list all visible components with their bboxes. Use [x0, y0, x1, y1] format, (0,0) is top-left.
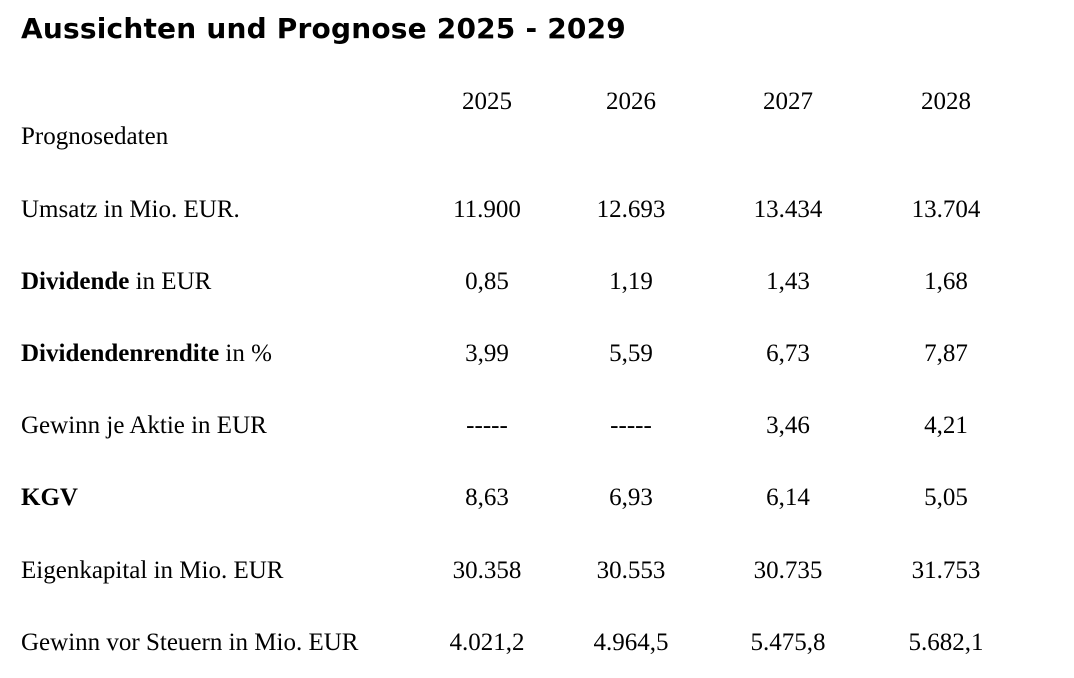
row-label: Dividendenrendite in % [21, 341, 272, 366]
row-label-text: in % [219, 340, 272, 367]
table-cell: 0,85 [465, 268, 509, 295]
table-cell: 5,05 [924, 484, 968, 511]
table-cell: 7,87 [924, 340, 968, 367]
row-label-bold: KGV [21, 484, 78, 511]
table-cell: 30.358 [452, 557, 522, 584]
table-cell: 6,73 [766, 340, 810, 367]
row-label-text: Gewinn vor Steuern in Mio. EUR [21, 629, 359, 656]
year-header-2027: 2027 [763, 88, 813, 115]
table-cell: 3,99 [465, 340, 509, 367]
row-label-bold: Dividendenrendite [21, 340, 220, 367]
table-cell: 31.753 [911, 557, 981, 584]
row-label: Gewinn vor Steuern in Mio. EUR [21, 630, 358, 655]
year-header-2025: 2025 [462, 88, 512, 115]
table-cell: ----- [610, 412, 652, 439]
table-cell: 4,21 [924, 412, 968, 439]
table-cell: 30.553 [596, 557, 666, 584]
year-header-2026: 2026 [606, 88, 656, 115]
table-cell: 8,63 [465, 484, 509, 511]
row-label: KGV [21, 485, 78, 510]
table-cell: 1,43 [766, 268, 810, 295]
row-label-text: Eigenkapital in Mio. EUR [21, 557, 284, 584]
table-cell: 12.693 [596, 196, 666, 223]
table-cell: 5.682,1 [908, 629, 984, 656]
table-cell: ----- [466, 412, 508, 439]
row-label: Gewinn je Aktie in EUR [21, 413, 267, 438]
table-cell: 30.735 [753, 557, 823, 584]
page-title: Aussichten und Prognose 2025 - 2029 [21, 12, 626, 45]
table-cell: 4.021,2 [449, 629, 525, 656]
table-cell: 4.964,5 [593, 629, 669, 656]
row-label: Eigenkapital in Mio. EUR [21, 558, 283, 583]
year-header-2028: 2028 [921, 88, 971, 115]
table-cell: 13.434 [753, 196, 823, 223]
table-cell: 3,46 [766, 412, 810, 439]
table-cell: 5.475,8 [750, 629, 826, 656]
row-label: Umsatz in Mio. EUR. [21, 197, 240, 222]
table-cell: 6,14 [766, 484, 810, 511]
table-cell: 1,68 [924, 268, 968, 295]
table-cell: 1,19 [609, 268, 653, 295]
table-cell: 6,93 [609, 484, 653, 511]
row-label-bold: Dividende [21, 268, 130, 295]
table-cell: 5,59 [609, 340, 653, 367]
row-header-label: Prognosedaten [21, 123, 169, 150]
row-label: Dividende in EUR [21, 269, 211, 294]
row-label-text: in EUR [129, 268, 212, 295]
table-cell: 13.704 [911, 196, 981, 223]
row-label-text: Umsatz in Mio. EUR. [21, 196, 240, 223]
table-cell: 11.900 [453, 196, 521, 223]
row-label-text: Gewinn je Aktie in EUR [21, 412, 267, 439]
